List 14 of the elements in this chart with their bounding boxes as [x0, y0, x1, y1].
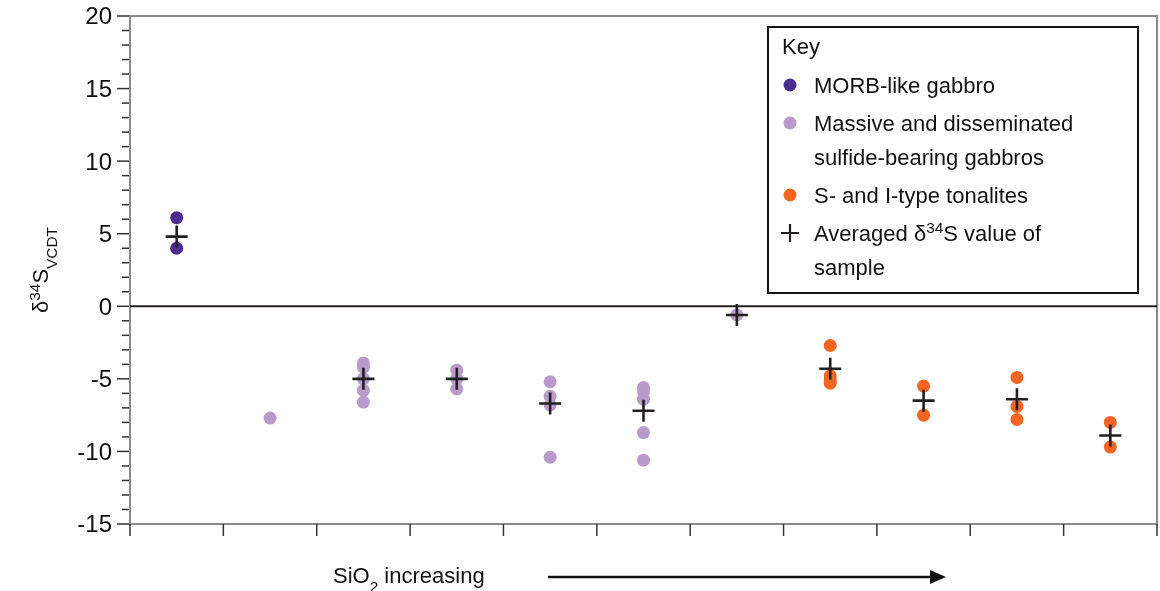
y-tick-label: 0	[98, 292, 112, 320]
y-tick-label: 10	[85, 147, 112, 175]
y-tick-label: -5	[90, 365, 112, 393]
legend-label: MORB-like gabbro	[814, 73, 995, 98]
legend-label: Massive and disseminated sulfide-bearing gabbros	[814, 111, 1074, 170]
y-tick-label: 15	[85, 74, 112, 102]
y-tick-label: 20	[85, 2, 112, 30]
text: Averaged δ$^{34}$S value of sample	[814, 218, 1042, 280]
legend-label: S- and I-type tonalites	[814, 183, 1029, 208]
x-axis-title: SiO$_{2}$ increasing	[333, 563, 485, 591]
y-tick-label: 5	[98, 220, 112, 248]
legend-title: Key	[782, 34, 820, 59]
y-tick-label: -15	[77, 510, 112, 538]
y-tick-label: -10	[77, 437, 112, 465]
